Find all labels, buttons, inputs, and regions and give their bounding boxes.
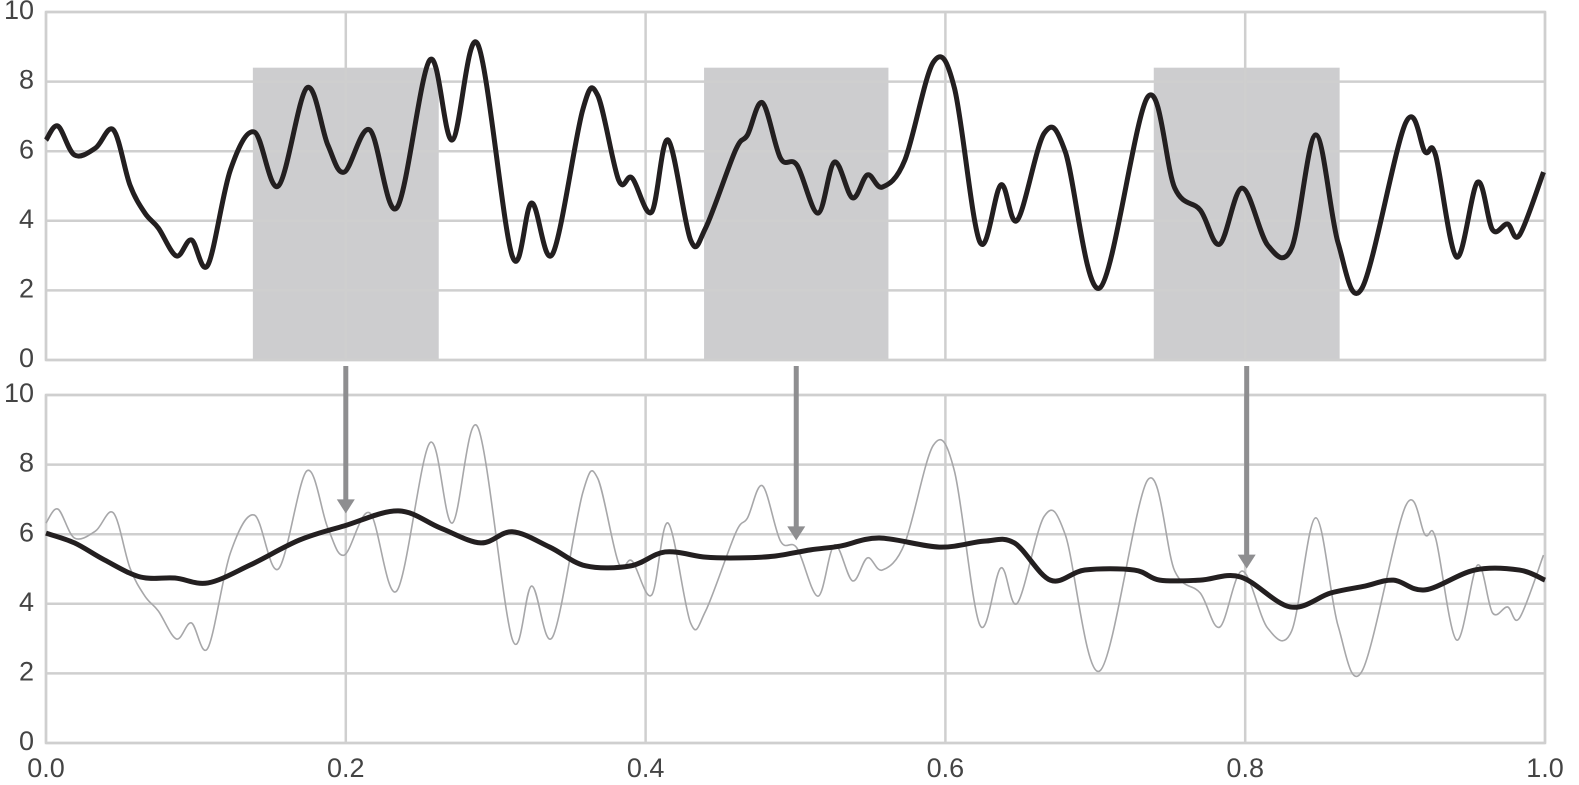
- x-tick-label: 0.6: [927, 753, 965, 783]
- plot-frame: [44, 10, 1547, 362]
- line-series: [45, 508, 1547, 610]
- y-tick-label: 4: [19, 204, 34, 234]
- y-tick-label: 6: [19, 517, 34, 547]
- line-series: [45, 423, 1545, 678]
- x-tick-label: 0.0: [27, 753, 65, 783]
- y-tick-label: 2: [19, 274, 34, 304]
- arrow-head: [336, 499, 355, 514]
- highlight-window: [704, 67, 889, 361]
- y-tick-label: 8: [19, 65, 34, 95]
- y-tick-label: 0: [19, 726, 34, 756]
- x-tick-label: 0.8: [1226, 753, 1264, 783]
- x-tick-label: 0.2: [327, 753, 365, 783]
- line-series: [43, 39, 1546, 296]
- arrow-head: [787, 526, 806, 541]
- y-tick-label: 0: [19, 343, 34, 373]
- y-tick-label: 8: [19, 448, 34, 478]
- arrow-head: [1237, 554, 1256, 569]
- highlight-window: [1153, 67, 1340, 361]
- y-tick-label: 4: [19, 587, 34, 617]
- y-tick-label: 10: [4, 378, 34, 408]
- y-tick-label: 10: [4, 0, 34, 25]
- x-tick-label: 1.0: [1526, 753, 1564, 783]
- x-tick-label: 0.4: [627, 753, 665, 783]
- y-tick-label: 2: [19, 657, 34, 687]
- y-tick-label: 6: [19, 134, 34, 164]
